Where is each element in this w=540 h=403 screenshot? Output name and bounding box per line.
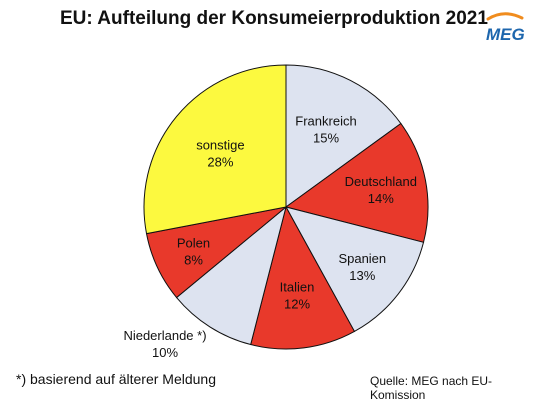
source-note: Quelle: MEG nach EU-Komission (370, 374, 493, 402)
slice-name-label: Polen (177, 236, 210, 251)
slice-name-label: Deutschland (345, 174, 417, 189)
meg-logo: MEG (486, 12, 525, 44)
slice-value-label: 28% (207, 155, 233, 170)
slice-name-label: Italien (280, 279, 315, 294)
slice-label-group: Italien 12% (280, 279, 315, 311)
chart-title: EU: Aufteilung der Konsumeierproduktion … (60, 8, 488, 29)
pie-slice-niederlande (175, 205, 287, 346)
slice-name-label: Spanien (338, 251, 386, 266)
slice-value-label: 12% (284, 296, 310, 311)
slice-label-group: Niederlande *) 10% (123, 328, 206, 360)
pie-slice-spanien (285, 206, 425, 333)
slice-label-group: Polen 8% (177, 236, 210, 268)
footnote: *) basierend auf älterer Meldung (16, 371, 217, 387)
slice-label-group: Spanien 13% (338, 251, 386, 283)
slice-value-label: 8% (184, 253, 203, 268)
slice-name-label: Niederlande *) (123, 328, 206, 343)
slice-value-label: 13% (349, 268, 375, 283)
slice-label-group: Frankreich 15% (295, 114, 356, 146)
slice-value-label: 14% (368, 191, 394, 206)
pie-slice-italien (250, 205, 356, 350)
slice-label-group: sonstige 28% (196, 138, 244, 170)
slice-value-label: 15% (313, 131, 339, 146)
slice-label-group: Deutschland 14% (345, 174, 417, 206)
logo-text: MEG (486, 25, 525, 44)
logo-arc (486, 12, 524, 21)
slice-name-label: Frankreich (295, 114, 356, 129)
pie-slice-frankreich (285, 64, 402, 208)
pie-slice-deutschland (284, 122, 429, 243)
slice-name-label: sonstige (196, 138, 244, 153)
slice-value-label: 10% (152, 345, 178, 360)
pie-slice-sonstige (143, 64, 287, 235)
